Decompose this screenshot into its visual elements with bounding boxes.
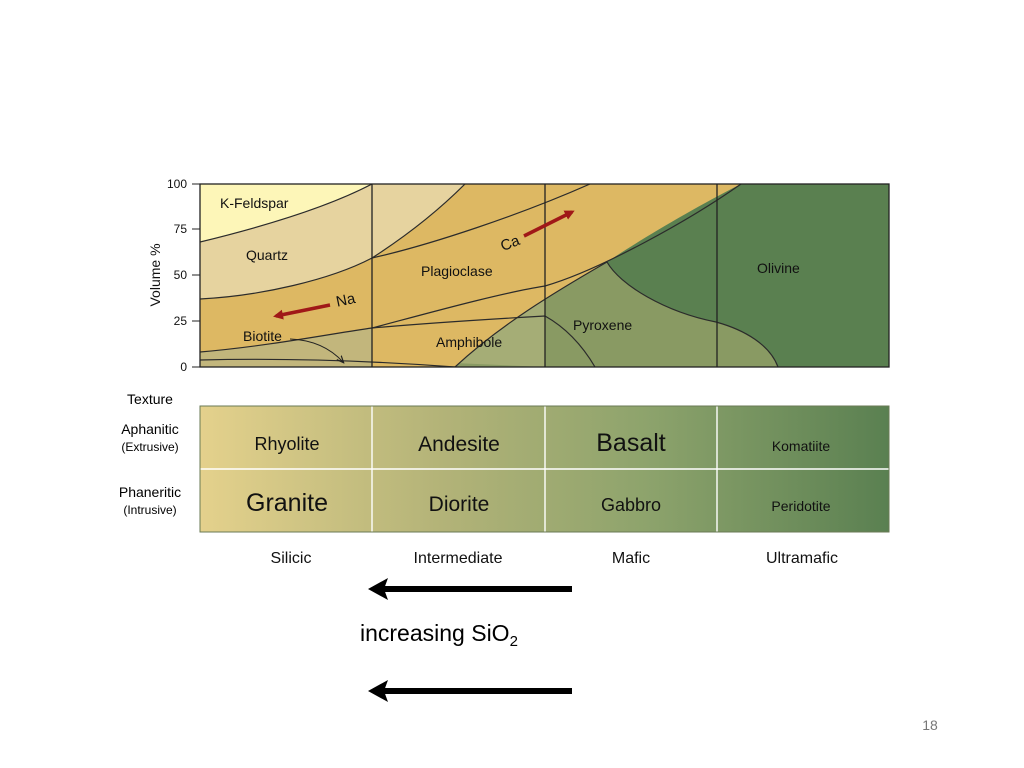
texture-table: Rhyolite Andesite Basalt Komatiite Grani… <box>199 405 890 533</box>
y-axis-title: Volume % <box>147 243 163 306</box>
region-biotite-base <box>200 328 372 367</box>
y-tick-label: 75 <box>174 222 188 236</box>
label-pyroxene: Pyroxene <box>573 317 632 333</box>
biotite-leader-arrow <box>289 338 343 362</box>
label-kfeldspar: K-Feldspar <box>220 195 289 211</box>
composition-categories: Silicic Intermediate Mafic Ultramafic <box>271 550 838 567</box>
rock-rhyolite: Rhyolite <box>254 434 319 454</box>
category-ultramafic: Ultramafic <box>766 550 838 567</box>
region-quartz <box>200 184 465 299</box>
category-mafic: Mafic <box>612 550 650 567</box>
region-plagioclase <box>200 184 741 367</box>
rock-gabbro: Gabbro <box>601 495 661 515</box>
trend-arrow-na: Na <box>273 290 358 320</box>
label-na: Na <box>335 290 358 311</box>
label-plagioclase: Plagioclase <box>421 263 493 279</box>
y-tick-label: 0 <box>180 360 187 374</box>
mineral-boundaries <box>200 184 779 367</box>
row-sub-extrusive: (Extrusive) <box>121 440 178 454</box>
row-label-aphanitic: Aphanitic <box>121 421 179 437</box>
sio2-caption: increasing SiO2 <box>360 620 518 650</box>
rock-granite: Granite <box>246 489 328 517</box>
y-tick-label: 25 <box>174 314 188 328</box>
rock-peridotite: Peridotite <box>771 498 830 514</box>
rock-andesite: Andesite <box>418 433 500 456</box>
sio2-arrow-bottom <box>368 680 572 702</box>
row-label-phaneritic: Phaneritic <box>119 484 181 500</box>
label-biotite: Biotite <box>243 328 282 344</box>
trend-arrow-ca: Ca <box>498 210 575 255</box>
rock-basalt: Basalt <box>596 429 666 457</box>
label-olivine: Olivine <box>757 260 800 276</box>
category-silicic: Silicic <box>271 550 312 567</box>
row-sub-intrusive: (Intrusive) <box>123 503 176 517</box>
mineral-composition-plot <box>200 184 889 367</box>
y-axis: Volume % 100 75 50 25 0 <box>147 177 200 374</box>
label-quartz: Quartz <box>246 247 288 263</box>
label-amphibole: Amphibole <box>436 334 502 350</box>
sio2-arrow-top <box>368 578 572 600</box>
rock-komatiite: Komatiite <box>772 438 831 454</box>
category-intermediate: Intermediate <box>414 550 503 567</box>
texture-row-labels: Aphanitic (Extrusive) Phaneritic (Intrus… <box>119 421 181 517</box>
texture-header: Texture <box>127 391 173 407</box>
label-ca: Ca <box>498 232 523 255</box>
region-kfeldspar <box>200 184 372 242</box>
rock-diorite: Diorite <box>429 493 490 516</box>
plot-column-dividers <box>371 184 718 367</box>
y-tick-label: 100 <box>167 177 187 191</box>
caption-text: increasing SiO <box>360 620 510 646</box>
y-tick-label: 50 <box>174 268 188 282</box>
caption-subscript: 2 <box>509 633 518 650</box>
page-number: 18 <box>922 717 938 733</box>
mineral-labels: K-Feldspar Quartz Biotite Plagioclase Am… <box>220 195 800 350</box>
